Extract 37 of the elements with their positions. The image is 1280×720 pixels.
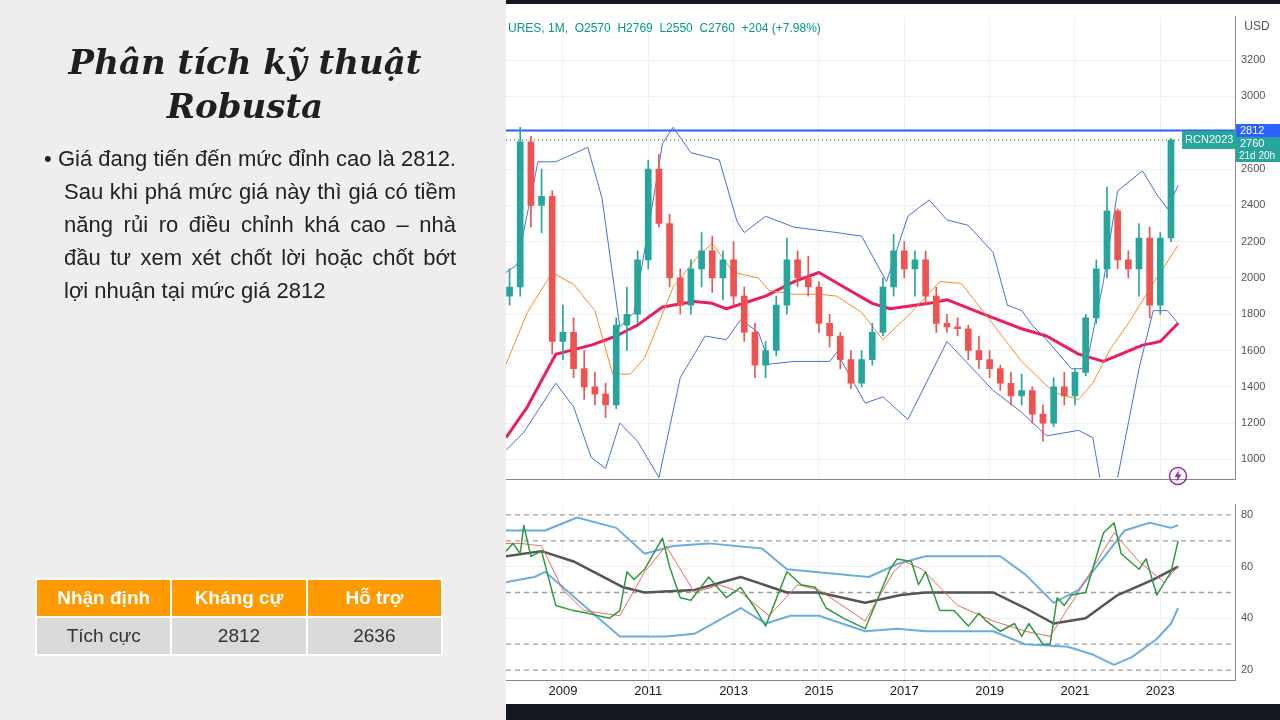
y-tick-label: 3200 [1241, 53, 1266, 66]
y-tick-label: 3000 [1241, 89, 1266, 102]
y-tick-label: 2600 [1241, 162, 1266, 175]
ref-line-label: 2812 [1240, 123, 1265, 136]
text: Hỗ trợ [306, 579, 442, 617]
annotation: RCN2023 [1185, 133, 1234, 146]
x-tick-label: 2017 [889, 682, 919, 698]
chart-subtitle: URES, 1M, O2570 H2769 L2550 C2760 +204 (+7.98%) [508, 20, 821, 35]
x-tick-label: 2015 [804, 682, 834, 698]
text: 21d 20h [1239, 149, 1276, 161]
y-tick-label: 1800 [1241, 307, 1266, 320]
ref-line-label: 2760 [1240, 136, 1265, 149]
text: 2812 [171, 617, 307, 655]
y-tick-label: 2000 [1241, 270, 1266, 283]
x-tick-label: 2009 [548, 682, 578, 698]
text: Nhận định [36, 579, 172, 617]
y-tick-label: 80 [1241, 507, 1254, 520]
x-tick-label: 2021 [1060, 682, 1090, 698]
text: • Giá đang tiến đến mức đỉnh cao là 2812. Sau khi phá mức giá này thì giá có tiềm năng rủi ro điều chỉnh khá cao – nhà đầu tư xem xét chốt lời hoặc chốt bớt lợi nhuận tại mức giá 2812 [44, 145, 456, 305]
y-tick-label: 20 [1241, 663, 1254, 676]
y-tick-label: 60 [1241, 559, 1254, 572]
x-tick-label: 2023 [1145, 682, 1175, 698]
x-tick-label: 2011 [634, 682, 663, 698]
y-tick-label: 1400 [1241, 379, 1266, 392]
y-tick-label: 1200 [1241, 416, 1266, 429]
y-tick-label: 40 [1241, 611, 1254, 624]
text: 2636 [306, 617, 442, 655]
y-axis-title: USD [1244, 18, 1270, 33]
y-tick-label: 1000 [1241, 452, 1266, 465]
text: Kháng cự [171, 579, 307, 617]
y-tick-label: 2400 [1241, 198, 1266, 211]
text: Phân tích kỹ thuật Robusta [66, 41, 423, 128]
x-tick-label: 2019 [975, 682, 1005, 698]
text: Tích cực [36, 617, 172, 655]
y-tick-label: 1600 [1241, 343, 1266, 356]
x-tick-label: 2013 [719, 682, 749, 698]
y-tick-label: 2200 [1241, 234, 1266, 247]
